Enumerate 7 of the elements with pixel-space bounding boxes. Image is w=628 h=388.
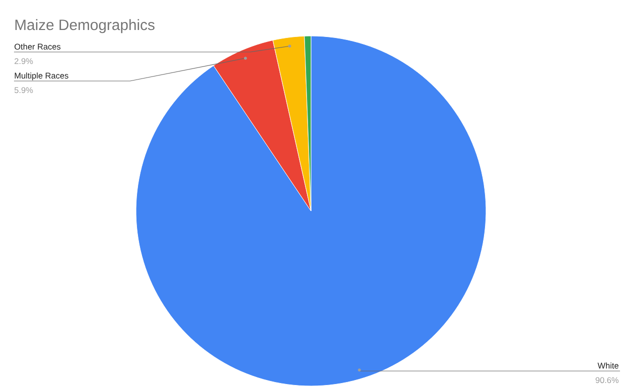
slice-label: Other Races	[14, 43, 60, 50]
slice-label: Multiple Races	[14, 72, 68, 80]
data-label: 2.9%	[14, 58, 33, 64]
chart-title: Maize Demographics	[15, 19, 154, 34]
data-label: 5.9%	[14, 87, 33, 94]
data-label: 90.6%	[596, 377, 618, 384]
slice-label: White	[598, 362, 618, 369]
